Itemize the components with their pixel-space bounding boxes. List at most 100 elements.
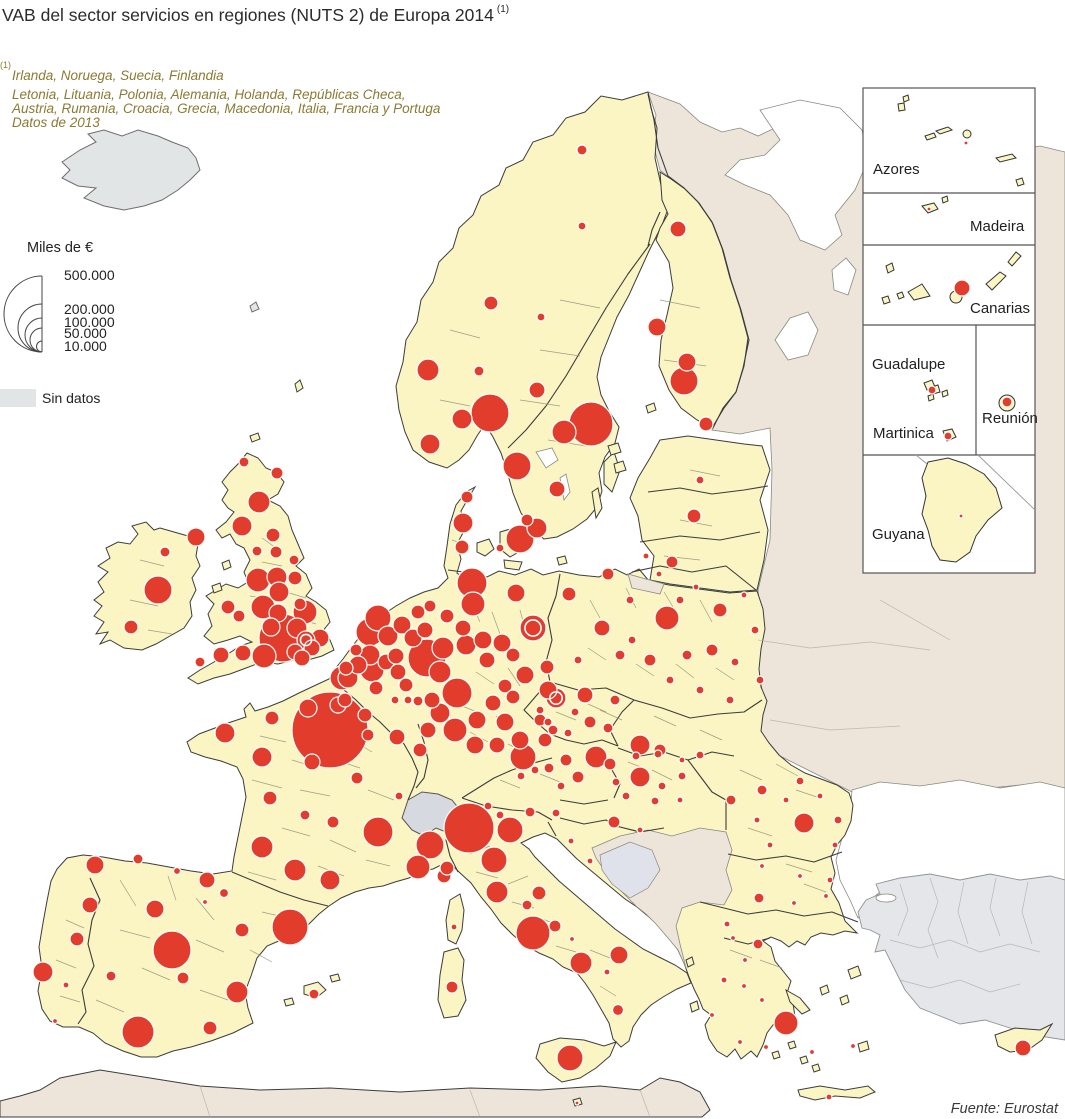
region-value-bubble: [695, 750, 705, 760]
region-value-bubble: [808, 1048, 816, 1056]
region-value-bubble: [698, 416, 714, 432]
footnote-marker: (1): [0, 60, 11, 70]
region-value-bubble: [705, 643, 719, 657]
region-value-bubble: [465, 735, 485, 755]
region-value-bubble: [665, 555, 679, 569]
inset-label-azores: Azores: [873, 161, 920, 178]
overseas-inset-panel: Azores Madeira Canarias Guadalupe Martin…: [862, 87, 1038, 574]
region-value-bubble: [172, 866, 182, 876]
footnote-line-3: Austria, Rumania, Croacia, Grecia, Maced…: [11, 101, 441, 116]
region-value-bubble: [231, 515, 253, 537]
region-value-bubble: [506, 583, 526, 603]
region-value-bubble: [636, 826, 644, 834]
island-aland: [645, 402, 657, 414]
region-value-bubble: [603, 968, 611, 976]
region-value-bubble: [201, 898, 209, 906]
region-value-bubble: [816, 792, 824, 800]
region-value-bubble: [574, 1100, 580, 1106]
region-value-bubble: [62, 981, 70, 989]
sea-marmara: [875, 893, 897, 903]
region-value-bubble: [478, 651, 496, 669]
region-value-bubble: [269, 545, 283, 559]
inset-azores-island-round: [962, 129, 972, 139]
region-value-bubble: [445, 980, 459, 994]
region-value-bubble: [69, 931, 85, 947]
region-value-bubble: [403, 695, 413, 705]
region-value-bubble: [642, 552, 650, 560]
region-value-bubble: [225, 980, 249, 1004]
country-borders: [77, 93, 859, 1025]
region-value-bubble: [497, 678, 513, 694]
region-value-bubble: [681, 649, 693, 661]
region-value-bubble: [262, 790, 278, 806]
island-euboea: [785, 988, 811, 1015]
island-orkney-shetland: [249, 379, 304, 443]
region-value-bubble: [186, 527, 206, 547]
region-value-bubble: [712, 602, 728, 618]
region-value-bubble: [795, 776, 805, 786]
region-value-bubble: [412, 695, 424, 707]
region-value-bubble: [271, 908, 309, 946]
region-value-bubble: [556, 781, 566, 791]
region-value-bubble: [657, 781, 667, 791]
region-value-bubble: [577, 221, 587, 231]
island-fyn: [476, 538, 495, 557]
region-value-bubble: [725, 695, 735, 705]
region-value-bubble: [568, 935, 576, 943]
no-data-swatch: [0, 389, 36, 407]
region-value-bubble: [419, 721, 437, 739]
region-value-bubble: [609, 694, 621, 706]
region-value-bubble: [614, 649, 626, 661]
region-value-bubble: [607, 815, 621, 829]
inset-region-value-bubble: [1001, 396, 1013, 408]
region-value-bubble: [519, 614, 547, 642]
region-value-bubble: [720, 976, 728, 984]
region-value-bubble: [627, 635, 637, 645]
region-value-bubble: [609, 945, 629, 965]
region-value-bubble: [516, 771, 526, 781]
islands-ionian: [685, 956, 700, 1013]
legend-scale-value: 10.000: [64, 338, 107, 354]
inset-azores-islands: [897, 94, 1025, 187]
legend-title: Miles de €: [27, 240, 93, 256]
region-value-bubble: [762, 1043, 770, 1051]
region-value-bubble: [621, 791, 631, 801]
region-value-bubble: [473, 630, 493, 650]
region-value-bubble: [264, 710, 280, 726]
footnote-line-4: Datos de 2013: [12, 115, 100, 130]
legend-scale-value: 500.000: [64, 267, 115, 283]
region-value-bubble: [782, 796, 790, 804]
region-value-bubble: [298, 698, 318, 718]
region-value-bubble: [338, 660, 354, 676]
region-value-bubble: [293, 597, 307, 611]
region-value-bubble: [729, 934, 737, 942]
region-value-bubble-ring: [524, 619, 542, 637]
region-value-bubble: [250, 835, 274, 859]
region-value-bubble: [194, 656, 206, 668]
region-value-bubble: [455, 634, 477, 656]
region-value-bubble: [538, 680, 558, 700]
region-value-bubble: [520, 513, 534, 527]
island-corsica: [445, 893, 465, 945]
region-value-bubble: [515, 915, 551, 951]
region-value-bubble: [535, 705, 545, 715]
region-value-bubble: [576, 686, 594, 704]
region-value-bubble: [831, 841, 839, 849]
region-value-bubble: [202, 1020, 218, 1036]
region-value-bubble: [631, 751, 641, 761]
island-estonian: [607, 442, 627, 474]
region-value-bubble: [405, 854, 431, 880]
region-value-bubble: [752, 938, 764, 950]
region-value-bubble: [416, 358, 440, 382]
region-value-bubble: [826, 876, 834, 884]
region-value-bubble: [647, 317, 667, 337]
region-value-bubble: [505, 647, 521, 663]
region-value-bubble: [502, 451, 532, 481]
region-value-bubble: [439, 860, 455, 876]
region-value-bubble: [692, 583, 700, 591]
region-value-bubble: [543, 762, 555, 774]
legend-circle-scale: [3, 275, 43, 353]
region-value-bubble: [361, 728, 375, 742]
region-value-bubble: [584, 745, 608, 769]
